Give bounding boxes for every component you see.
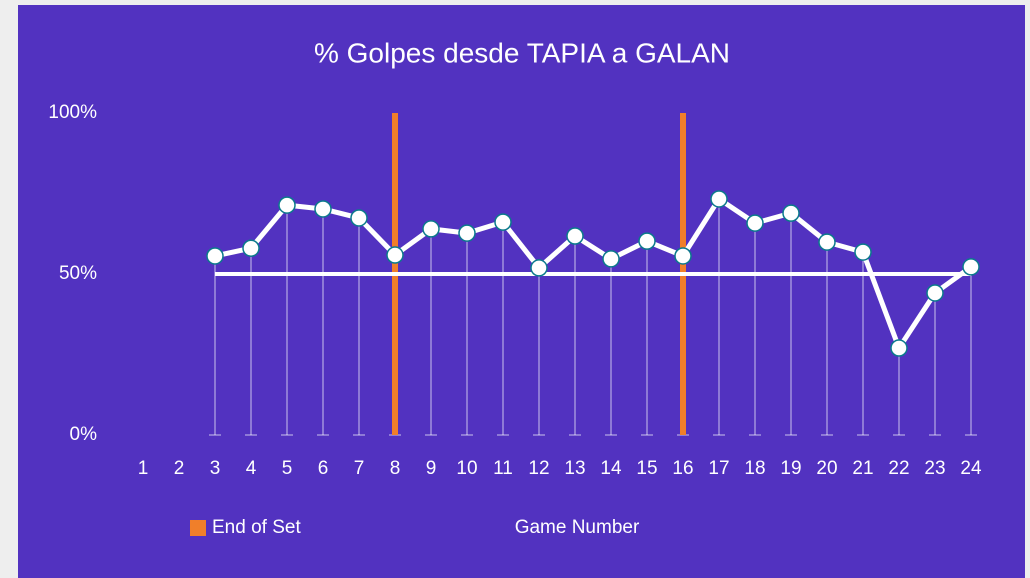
- x-tick-label: 19: [780, 458, 801, 479]
- data-point: [890, 339, 908, 357]
- x-tick-label: 16: [672, 458, 693, 479]
- x-tick-label: 7: [354, 458, 365, 479]
- data-point: [206, 247, 224, 265]
- x-tick-label: 24: [960, 458, 982, 479]
- x-tick-label: 4: [246, 458, 257, 479]
- legend-label: End of Set: [212, 517, 301, 538]
- y-tick-label: 100%: [48, 102, 97, 123]
- x-tick-label: 15: [636, 458, 657, 479]
- data-point: [386, 246, 404, 264]
- data-point: [818, 233, 836, 251]
- data-point: [350, 209, 368, 227]
- chart-title: % Golpes desde TAPIA a GALAN: [314, 37, 730, 68]
- chart-background: [18, 5, 1025, 578]
- x-tick-label: 10: [456, 458, 477, 479]
- data-point: [458, 224, 476, 242]
- y-tick-label: 0%: [70, 424, 98, 445]
- y-tick-label: 50%: [59, 263, 97, 284]
- x-tick-label: 21: [852, 458, 873, 479]
- x-tick-label: 12: [528, 458, 549, 479]
- data-line: [214, 196, 973, 351]
- data-point: [962, 258, 980, 276]
- data-point: [566, 227, 584, 245]
- data-point: [746, 214, 764, 232]
- data-point: [602, 250, 620, 268]
- data-point: [674, 247, 692, 265]
- x-tick-label: 13: [564, 458, 585, 479]
- data-point: [782, 204, 800, 222]
- legend-swatch: [190, 520, 206, 536]
- x-tick-label: 11: [493, 458, 513, 479]
- data-point: [638, 232, 656, 250]
- x-tick-label: 18: [744, 458, 765, 479]
- x-tick-label: 17: [708, 458, 729, 479]
- data-point: [242, 239, 260, 257]
- x-tick-label: 14: [600, 458, 622, 479]
- data-point: [494, 213, 512, 231]
- x-tick-label: 1: [138, 458, 149, 479]
- data-point: [422, 220, 440, 238]
- x-tick-label: 23: [924, 458, 945, 479]
- x-tick-label: 22: [888, 458, 909, 479]
- data-point: [314, 200, 332, 218]
- data-point: [530, 259, 548, 277]
- x-tick-label: 9: [426, 458, 437, 479]
- x-axis-label: Game Number: [515, 517, 640, 538]
- x-tick-label: 8: [390, 458, 401, 479]
- x-tick-label: 2: [174, 458, 185, 479]
- x-tick-label: 20: [816, 458, 837, 479]
- data-point: [854, 243, 872, 261]
- x-tick-label: 6: [318, 458, 329, 479]
- x-tick-label: 3: [210, 458, 221, 479]
- data-point: [278, 196, 296, 214]
- x-tick-label: 5: [282, 458, 293, 479]
- data-point: [710, 190, 728, 208]
- data-point: [926, 284, 944, 302]
